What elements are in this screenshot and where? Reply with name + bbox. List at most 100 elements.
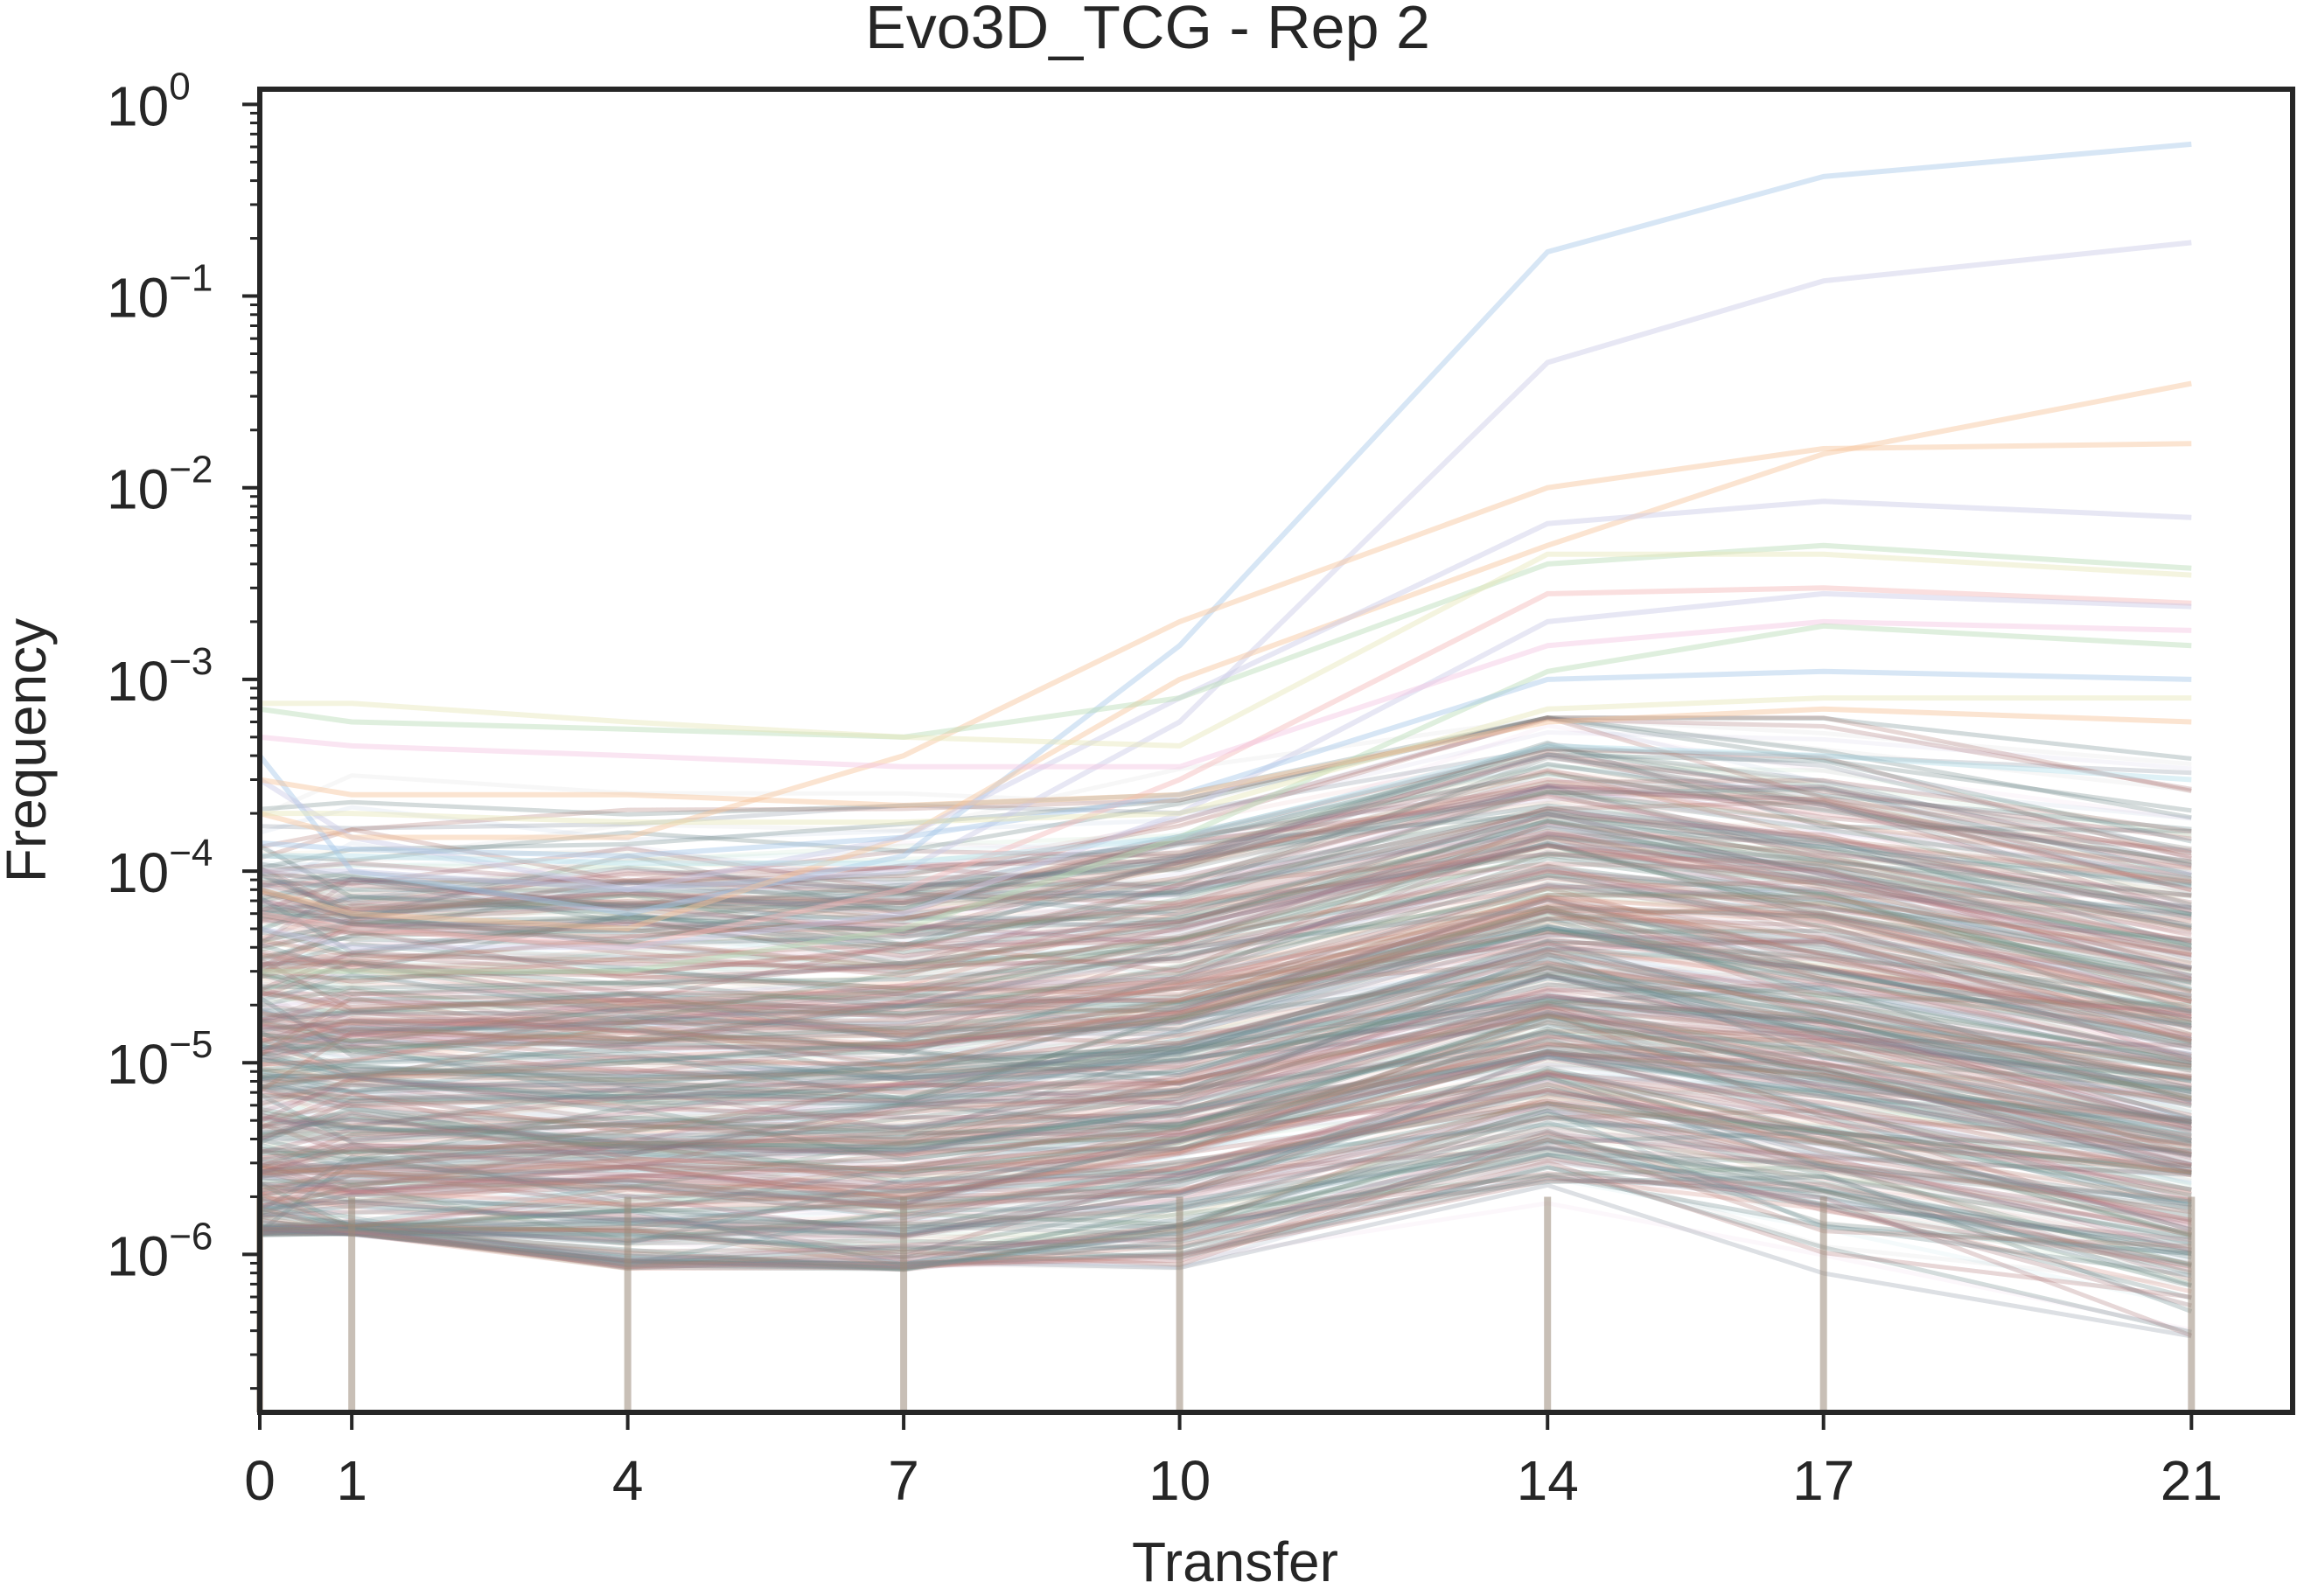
lineage-line bbox=[259, 752, 2192, 892]
lineage-line bbox=[259, 1107, 2192, 1234]
lineage-line bbox=[259, 784, 2192, 936]
lineage-line bbox=[259, 841, 2192, 974]
lineage-line bbox=[259, 868, 2192, 973]
lineage-line bbox=[259, 819, 2192, 966]
lineage-line bbox=[259, 967, 2193, 1108]
lineage-line bbox=[259, 1120, 2192, 1271]
lineage-line bbox=[259, 777, 2192, 942]
lineage-line bbox=[259, 1051, 2192, 1175]
lineage-line bbox=[259, 1122, 2192, 1229]
lineage-line bbox=[259, 1028, 2192, 1176]
lineage-line bbox=[259, 972, 2192, 1101]
lineage-line bbox=[259, 1049, 2192, 1158]
y-tick-label: 10−6 bbox=[107, 1215, 213, 1287]
lineage-line bbox=[258, 1115, 2192, 1218]
lineage-line bbox=[259, 833, 2192, 997]
lineage-line bbox=[259, 1107, 2192, 1234]
lineage-line bbox=[259, 785, 2192, 889]
lineage-line bbox=[258, 1101, 2192, 1230]
lineage-line bbox=[259, 1049, 2192, 1196]
lineage-line bbox=[259, 982, 2192, 1154]
lineage-line bbox=[259, 1026, 2192, 1209]
lineage-line bbox=[259, 1128, 2192, 1272]
lineage-line bbox=[259, 1066, 2192, 1237]
lineage-line bbox=[259, 1010, 2192, 1178]
lineage-line bbox=[258, 771, 2192, 911]
lineage-line bbox=[259, 938, 2192, 1107]
lineage-line bbox=[259, 819, 2192, 910]
lineage-line bbox=[259, 939, 2192, 1088]
lineage-line bbox=[259, 930, 2192, 1021]
lineage-line bbox=[259, 1013, 2192, 1170]
lineage-line bbox=[259, 822, 2192, 947]
lineage-line bbox=[259, 993, 2192, 1114]
lineage-line bbox=[259, 1001, 2192, 1164]
lineage-line bbox=[259, 823, 2192, 1013]
y-axis-label: Frequency bbox=[0, 618, 58, 882]
lineage-line bbox=[259, 1130, 2192, 1269]
lineage-line bbox=[259, 896, 2192, 1044]
lineage-line bbox=[258, 747, 2192, 913]
lineage-line bbox=[259, 1100, 2192, 1239]
lineage-line bbox=[259, 958, 2192, 1146]
lineage-line bbox=[258, 909, 2192, 1088]
lineage-line bbox=[259, 908, 2192, 1052]
lineage-line bbox=[259, 869, 2193, 1031]
lineage-line bbox=[259, 1049, 2192, 1158]
lineage-line bbox=[259, 903, 2192, 1083]
lineage-line bbox=[259, 1013, 2192, 1162]
lineage-line bbox=[259, 1070, 2192, 1244]
lineage-line bbox=[259, 868, 2192, 1004]
lineage-line bbox=[258, 1023, 2192, 1145]
lineage-line bbox=[258, 771, 2192, 911]
lineage-line bbox=[259, 972, 2192, 1098]
lineage-line bbox=[259, 843, 2192, 1028]
lineage-line bbox=[259, 1055, 2192, 1238]
lineage-line bbox=[259, 1137, 2192, 1270]
lineage-line bbox=[259, 1073, 2192, 1217]
lineage-line bbox=[259, 843, 2192, 1030]
lineage-line bbox=[259, 743, 2192, 944]
lineage-line bbox=[259, 916, 2192, 1077]
lineage-line bbox=[259, 809, 2192, 961]
lineage-line bbox=[259, 864, 2192, 991]
lineage-line bbox=[259, 783, 2193, 923]
lineage-line bbox=[259, 993, 2192, 1114]
lineage-line bbox=[259, 832, 2192, 939]
lineage-line bbox=[259, 897, 2192, 1051]
lineage-line bbox=[259, 1117, 2192, 1240]
lineage-line bbox=[258, 949, 2192, 1101]
lineage-line bbox=[259, 1087, 2192, 1209]
lineage-line bbox=[259, 715, 2192, 842]
lineage-line bbox=[259, 1072, 2193, 1233]
lineage-line bbox=[259, 895, 2192, 1067]
lineage-line bbox=[259, 1130, 2192, 1267]
lineage-line bbox=[259, 1049, 2192, 1158]
lineage-line bbox=[259, 849, 2192, 1021]
series-line bbox=[259, 618, 2192, 770]
lineage-line bbox=[258, 941, 2192, 1081]
lineage-line bbox=[259, 867, 2192, 1022]
lineage-line bbox=[259, 819, 2192, 931]
lineage-line bbox=[259, 1138, 2192, 1260]
lineage-line bbox=[259, 777, 2192, 942]
lineage-line bbox=[259, 830, 2192, 1003]
lineage-line bbox=[259, 1045, 2192, 1175]
lineage-line bbox=[259, 973, 2192, 1128]
lineage-line bbox=[259, 945, 2192, 1101]
lineage-line bbox=[259, 932, 2192, 1046]
lineage-line bbox=[258, 823, 2193, 1016]
lineage-line bbox=[259, 960, 2192, 1112]
lineage-line bbox=[259, 831, 2192, 969]
lineage-line bbox=[259, 903, 2192, 1083]
lineage-line bbox=[259, 972, 2192, 1098]
lineage-line bbox=[259, 1095, 2192, 1235]
lineage-line bbox=[259, 926, 2192, 1065]
lineage-line bbox=[259, 976, 2192, 1095]
lineage-line bbox=[258, 968, 2192, 1130]
lineage-line bbox=[259, 945, 2192, 1111]
lineage-line bbox=[259, 1049, 2192, 1209]
lineage-line bbox=[259, 904, 2192, 1053]
lineage-line bbox=[259, 1052, 2192, 1238]
lineage-line bbox=[259, 1057, 2192, 1151]
